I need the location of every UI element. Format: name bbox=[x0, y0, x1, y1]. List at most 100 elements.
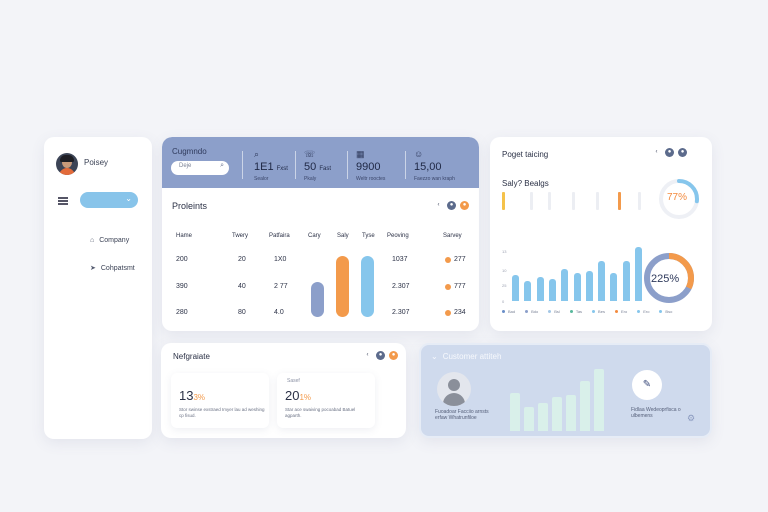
metric-description: Stor swinse exstraed Imyer lau ad weshin… bbox=[179, 407, 265, 418]
legend-item: Bso bbox=[659, 309, 672, 314]
chevron-down-icon[interactable]: ⌄ bbox=[431, 352, 438, 361]
column-header[interactable]: Patfaira bbox=[269, 233, 290, 239]
home-icon: ⌂ bbox=[90, 237, 95, 244]
project-bar bbox=[311, 282, 324, 317]
gauge-chart bbox=[659, 179, 699, 219]
avatar[interactable] bbox=[56, 153, 78, 175]
table-cell: 40 bbox=[238, 283, 246, 290]
stat-label: Sealor bbox=[254, 176, 269, 182]
progress-tick bbox=[548, 192, 551, 210]
chart-bar bbox=[610, 273, 618, 301]
options-icon[interactable]: ● bbox=[460, 201, 469, 210]
options-icon[interactable]: ● bbox=[678, 148, 687, 157]
table-cell: 2.307 bbox=[392, 283, 410, 290]
settings-icon[interactable]: ● bbox=[447, 201, 456, 210]
search-input[interactable]: Deje ⌕ bbox=[171, 161, 229, 175]
search-icon: ⌕ bbox=[254, 149, 260, 159]
stat-unit: Fxst bbox=[276, 166, 288, 172]
check-icon[interactable]: ✎ bbox=[632, 370, 662, 400]
card-title-text: Customer attiteh bbox=[442, 352, 502, 361]
table-cell: 1037 bbox=[392, 256, 408, 263]
side-caption: Fidlaa Wedeoprfisca o ulbemens bbox=[631, 407, 681, 419]
table-cell: 2 77 bbox=[274, 283, 288, 290]
metric-card[interactable]: 133% Stor swinse exstraed Imyer lau ad w… bbox=[171, 373, 269, 428]
progress-tick bbox=[618, 192, 621, 210]
table-cell: 277 bbox=[454, 256, 466, 263]
chart-bar bbox=[524, 281, 532, 301]
card-title: ⌄ Customer attiteh bbox=[431, 352, 501, 361]
column-header[interactable]: Twery bbox=[232, 233, 249, 239]
projects-card: Cugmndo Deje ⌕ ⌕ 1E1 Fxst Sealor ☏ 50 Fa… bbox=[162, 137, 479, 331]
project-bar bbox=[361, 256, 374, 317]
status-dot bbox=[445, 257, 451, 263]
y-axis-label: 13 bbox=[502, 249, 507, 254]
column-header[interactable]: Saly bbox=[337, 233, 349, 239]
sidebar-item-label: Cohpatsmt bbox=[100, 264, 135, 272]
negotiations-card: Nefgraiate ‹ ● ● 133% Stor swinse exstra… bbox=[161, 343, 406, 438]
header-bar: Cugmndo Deje ⌕ ⌕ 1E1 Fxst Sealor ☏ 50 Fa… bbox=[162, 137, 479, 188]
chart-bar bbox=[538, 403, 548, 431]
metric-label: Sasef bbox=[287, 378, 300, 384]
metric-value: 13 bbox=[179, 388, 194, 403]
legend-item: Bes bbox=[592, 309, 605, 314]
sidebar-item-company[interactable]: ⌂ Company bbox=[90, 237, 129, 244]
stat-value: 1E1 bbox=[254, 161, 274, 173]
gear-icon[interactable]: ⚙ bbox=[687, 413, 696, 423]
table-cell: 280 bbox=[176, 309, 188, 316]
chart-bar bbox=[635, 247, 642, 301]
card-subtitle: Saly? Bealgs bbox=[502, 179, 549, 188]
hamburger-menu-icon[interactable] bbox=[58, 197, 68, 205]
column-header[interactable]: Tyse bbox=[362, 233, 375, 239]
column-header[interactable]: Peoving bbox=[387, 233, 409, 239]
options-icon[interactable]: ● bbox=[389, 351, 398, 360]
y-axis-label: 10 bbox=[502, 268, 507, 273]
phone-icon: ☏ bbox=[304, 149, 316, 159]
metric-percent: 3% bbox=[193, 393, 206, 402]
back-icon[interactable]: ‹ bbox=[437, 202, 440, 208]
table-cell: 1X0 bbox=[274, 256, 287, 263]
sidebar-item-label: Company bbox=[99, 237, 130, 244]
back-icon[interactable]: ‹ bbox=[366, 352, 369, 358]
table-cell: 80 bbox=[238, 309, 246, 316]
progress-tick bbox=[502, 192, 505, 210]
sidebar-toggle-button[interactable]: ⌄ bbox=[80, 192, 138, 208]
calendar-icon: ▦ bbox=[356, 149, 365, 159]
column-header[interactable]: Hame bbox=[176, 233, 193, 239]
avatar[interactable] bbox=[437, 372, 471, 406]
column-header[interactable]: Cary bbox=[308, 233, 321, 239]
metric-card[interactable]: Sasef 201% Star ace swaiving pocoabad Ba… bbox=[277, 373, 375, 428]
settings-icon[interactable]: ● bbox=[376, 351, 385, 360]
donut-value: 225% bbox=[651, 273, 680, 285]
sidebar-item-cohpatsmt[interactable]: ➤ Cohpatsmt bbox=[90, 264, 135, 273]
metric-value: 20 bbox=[285, 388, 300, 403]
project-bar bbox=[336, 256, 349, 317]
table-cell: 777 bbox=[454, 283, 466, 290]
progress-tick bbox=[638, 192, 641, 210]
legend-item: Bdo bbox=[525, 309, 538, 314]
customer-card: ⌄ Customer attiteh Fuoadoar Facciio arns… bbox=[419, 343, 712, 438]
back-icon[interactable]: ‹ bbox=[655, 149, 658, 155]
chart-bar bbox=[594, 369, 604, 431]
chart-bar bbox=[566, 395, 576, 431]
search-icon: ⌕ bbox=[220, 162, 224, 169]
y-axis-label: 25 bbox=[502, 283, 507, 288]
person-caption: Fuoadoar Facciio arnsts erfaw Whatrunfil… bbox=[435, 409, 489, 421]
chart-bar bbox=[573, 273, 581, 301]
table-cell: 20 bbox=[238, 256, 246, 263]
user-name: Poisey bbox=[84, 158, 109, 167]
stat-unit: Fast bbox=[319, 166, 331, 172]
metric-description: Star ace swaiving pocoabad Batuel agpart… bbox=[285, 407, 356, 418]
progress-tick bbox=[530, 192, 533, 210]
column-header[interactable]: Sarvey bbox=[443, 233, 462, 239]
stat-label: Faezzo wan kraph bbox=[414, 176, 455, 182]
status-dot bbox=[445, 284, 451, 290]
metric-percent: 1% bbox=[299, 393, 312, 402]
donut-fill bbox=[644, 253, 694, 303]
settings-icon[interactable]: ● bbox=[665, 148, 674, 157]
chart-bar bbox=[524, 407, 534, 431]
gauge-fill bbox=[659, 179, 699, 219]
table-cell: 4.0 bbox=[274, 309, 284, 316]
chart-legend: Bad Bdo Bsl Tas Bes Ero Ero Bso bbox=[502, 309, 672, 314]
stat-value: 50 bbox=[304, 161, 317, 173]
project-tracking-card: Poget taicing ‹ ● ● Saly? Bealgs 77% 13 … bbox=[490, 137, 712, 331]
